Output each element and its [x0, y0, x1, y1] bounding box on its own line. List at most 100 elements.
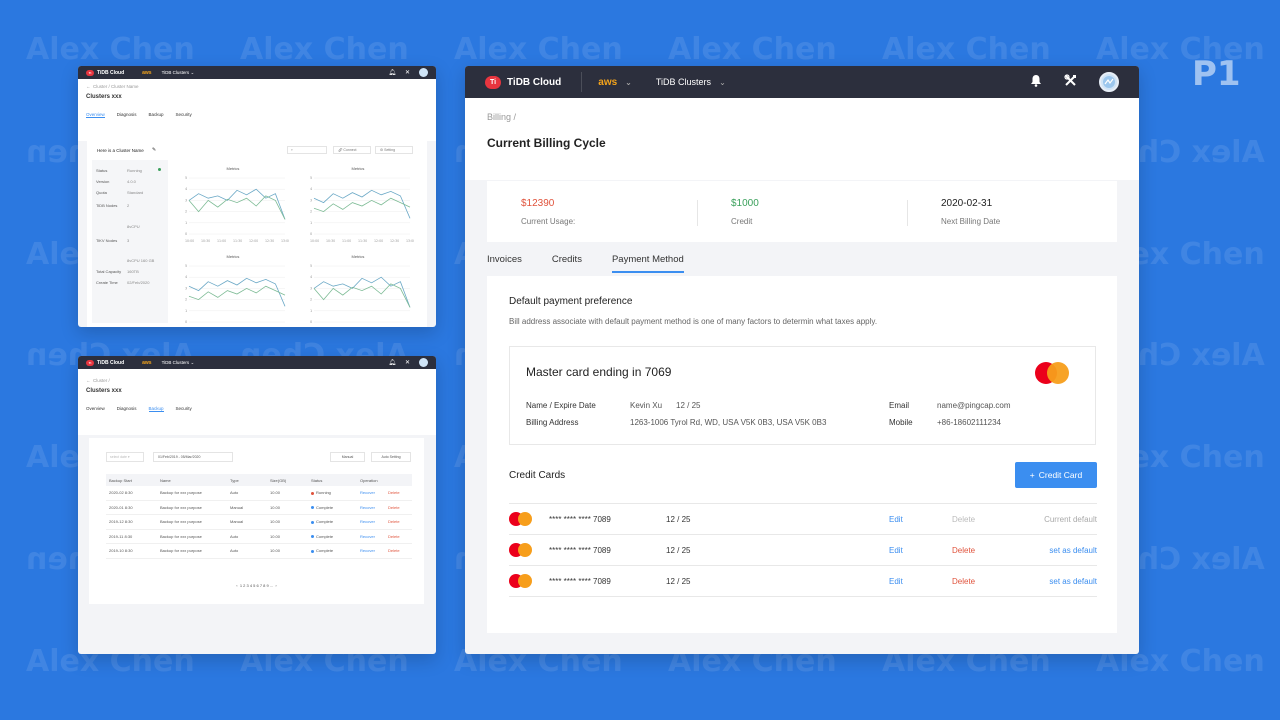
auto-setting-button[interactable]: Auto Setting: [371, 452, 411, 462]
status-label: TiKV Nodes: [96, 238, 118, 243]
delete-link[interactable]: Delete: [388, 504, 400, 510]
cluster-menu-label: TiDB Clusters: [161, 359, 190, 365]
status-value: 2: [127, 203, 130, 208]
chevron-down-icon: ⌄: [190, 69, 195, 75]
mastercard-logo-icon: [1035, 362, 1073, 386]
date-select-placeholder: select date: [110, 455, 127, 459]
delete-link[interactable]: Delete: [388, 490, 400, 496]
recover-link[interactable]: Recover: [360, 548, 375, 554]
tab-credits[interactable]: Credits: [551, 254, 582, 265]
brand[interactable]: Ti TiDB Cloud: [86, 69, 124, 76]
recover-link[interactable]: Recover: [360, 519, 375, 525]
tab-diagnosis[interactable]: Diagnosis: [116, 406, 137, 411]
chevron-down-icon: ⌄: [625, 77, 632, 87]
series-line: [313, 283, 411, 308]
tab-security[interactable]: Security: [175, 112, 192, 117]
avatar[interactable]: [1099, 72, 1119, 92]
watermark-text: Alex Chen: [882, 32, 1051, 67]
tab-diagnosis[interactable]: Diagnosis: [116, 112, 137, 117]
edit-link[interactable]: Edit: [889, 514, 903, 524]
tab-payment-method[interactable]: Payment Method: [611, 254, 684, 273]
y-tick-label: 4: [310, 187, 313, 191]
x-tick-label: 12:30: [265, 239, 274, 243]
mobile-value: +86-18602111234: [937, 418, 1001, 427]
cluster-menu-label: TiDB Clusters: [655, 77, 712, 87]
edit-link[interactable]: Edit: [889, 576, 903, 586]
page-numbers[interactable]: 1 2 3 4 5 6 7 8 9 ...: [239, 583, 274, 588]
tools-icon[interactable]: ✕: [404, 360, 410, 366]
tab-overview[interactable]: Overview: [86, 112, 105, 118]
tab-backup[interactable]: Backup: [148, 112, 164, 117]
chart-title: Metrics: [226, 254, 240, 259]
edit-link[interactable]: Edit: [889, 545, 903, 555]
back-arrow-icon[interactable]: ←: [86, 378, 91, 383]
tools-icon[interactable]: [1064, 74, 1077, 90]
brand[interactable]: Ti TiDB Cloud: [485, 75, 561, 89]
status-value: 8vCPU: [127, 224, 140, 229]
bell-icon[interactable]: 🔔︎: [388, 70, 396, 76]
cluster-menu[interactable]: TiDB Clusters ⌄: [162, 70, 195, 76]
tidb-logo-icon: Ti: [485, 75, 501, 89]
delete-link[interactable]: Delete: [952, 576, 976, 586]
column-header: Type: [230, 477, 239, 483]
payment-method-panel: Default payment preference Bill address …: [487, 276, 1117, 633]
next-page-icon[interactable]: ›: [275, 583, 277, 588]
time-select[interactable]: ▾: [287, 146, 327, 154]
table-cell: 2020-02 8:30: [109, 490, 133, 496]
card-number: **** **** **** 7089: [549, 545, 611, 555]
prev-page-icon[interactable]: ‹: [236, 583, 238, 588]
cluster-menu-label: TiDB Clusters: [161, 69, 190, 75]
manual-button[interactable]: Manual: [330, 452, 365, 462]
tab-security[interactable]: Security: [175, 406, 192, 411]
bell-icon[interactable]: 🔔︎: [388, 360, 396, 366]
recover-link[interactable]: Recover: [360, 533, 375, 539]
date-select[interactable]: select date ▾: [106, 452, 144, 462]
status-value: 160TB: [127, 269, 139, 274]
set-default-link[interactable]: set as default: [1049, 576, 1097, 586]
aws-logo[interactable]: aws: [142, 69, 152, 76]
edit-icon[interactable]: ✎: [152, 147, 157, 153]
tab-backup[interactable]: Backup: [148, 406, 164, 412]
recover-link[interactable]: Recover: [360, 504, 375, 510]
x-tick-label: 11:30: [233, 239, 242, 243]
status-dot-icon: [311, 535, 314, 539]
avatar[interactable]: [419, 358, 428, 367]
default-card-box: Master card ending in 7069 Name / Expire…: [509, 346, 1096, 445]
watermark-text: Alex Chen: [668, 32, 837, 67]
tab-bar: Overview Diagnosis Backup Security: [86, 112, 428, 120]
bell-icon[interactable]: [1030, 74, 1042, 90]
email-value: name@pingcap.com: [937, 401, 1011, 410]
status-cell: Complete: [311, 505, 360, 510]
aws-logo[interactable]: aws: [142, 359, 152, 366]
back-arrow-icon[interactable]: ←: [86, 84, 91, 89]
table-cell: Auto: [230, 490, 239, 496]
status-ok-icon: [158, 168, 161, 171]
avatar[interactable]: [419, 68, 428, 77]
summary-label: Current Usage:: [521, 216, 576, 226]
tools-icon[interactable]: ✕: [404, 70, 410, 76]
brand[interactable]: Ti TiDB Cloud: [86, 359, 124, 366]
column-header: Name: [160, 477, 171, 483]
set-default-link[interactable]: set as default: [1049, 545, 1097, 555]
tab-invoices[interactable]: Invoices: [487, 254, 522, 265]
status-cell: Complete: [311, 548, 360, 553]
breadcrumb[interactable]: Billing /: [487, 112, 517, 122]
breadcrumb: ← Cluster /: [86, 378, 428, 383]
add-credit-card-button[interactable]: + Credit Card: [1015, 462, 1097, 488]
delete-link[interactable]: Delete: [388, 548, 400, 554]
delete-link[interactable]: Delete: [388, 533, 400, 539]
chart-title: Metrics: [351, 254, 365, 259]
connect-button[interactable]: 🔗︎ Connect: [333, 146, 371, 154]
delete-link[interactable]: Delete: [388, 519, 400, 525]
mastercard-icon: [509, 573, 533, 589]
recover-link[interactable]: Recover: [360, 490, 375, 496]
pagination[interactable]: ‹ 1 2 3 4 5 6 7 8 9 ... ›: [89, 583, 424, 588]
delete-link[interactable]: Delete: [952, 545, 976, 555]
setting-button[interactable]: ⚙ Setting: [375, 146, 413, 154]
cloud-provider-select[interactable]: aws ⌄: [598, 77, 632, 88]
cluster-menu[interactable]: TiDB Clusters ⌄: [656, 77, 726, 87]
backup-window: Ti TiDB Cloud aws TiDB Clusters ⌄ 🔔︎ ✕ ←…: [78, 356, 436, 654]
date-range-input[interactable]: 01/Feb/2019 - 05/Mar/2020: [153, 452, 233, 462]
tab-overview[interactable]: Overview: [86, 406, 105, 411]
cluster-menu[interactable]: TiDB Clusters ⌄: [162, 360, 195, 366]
